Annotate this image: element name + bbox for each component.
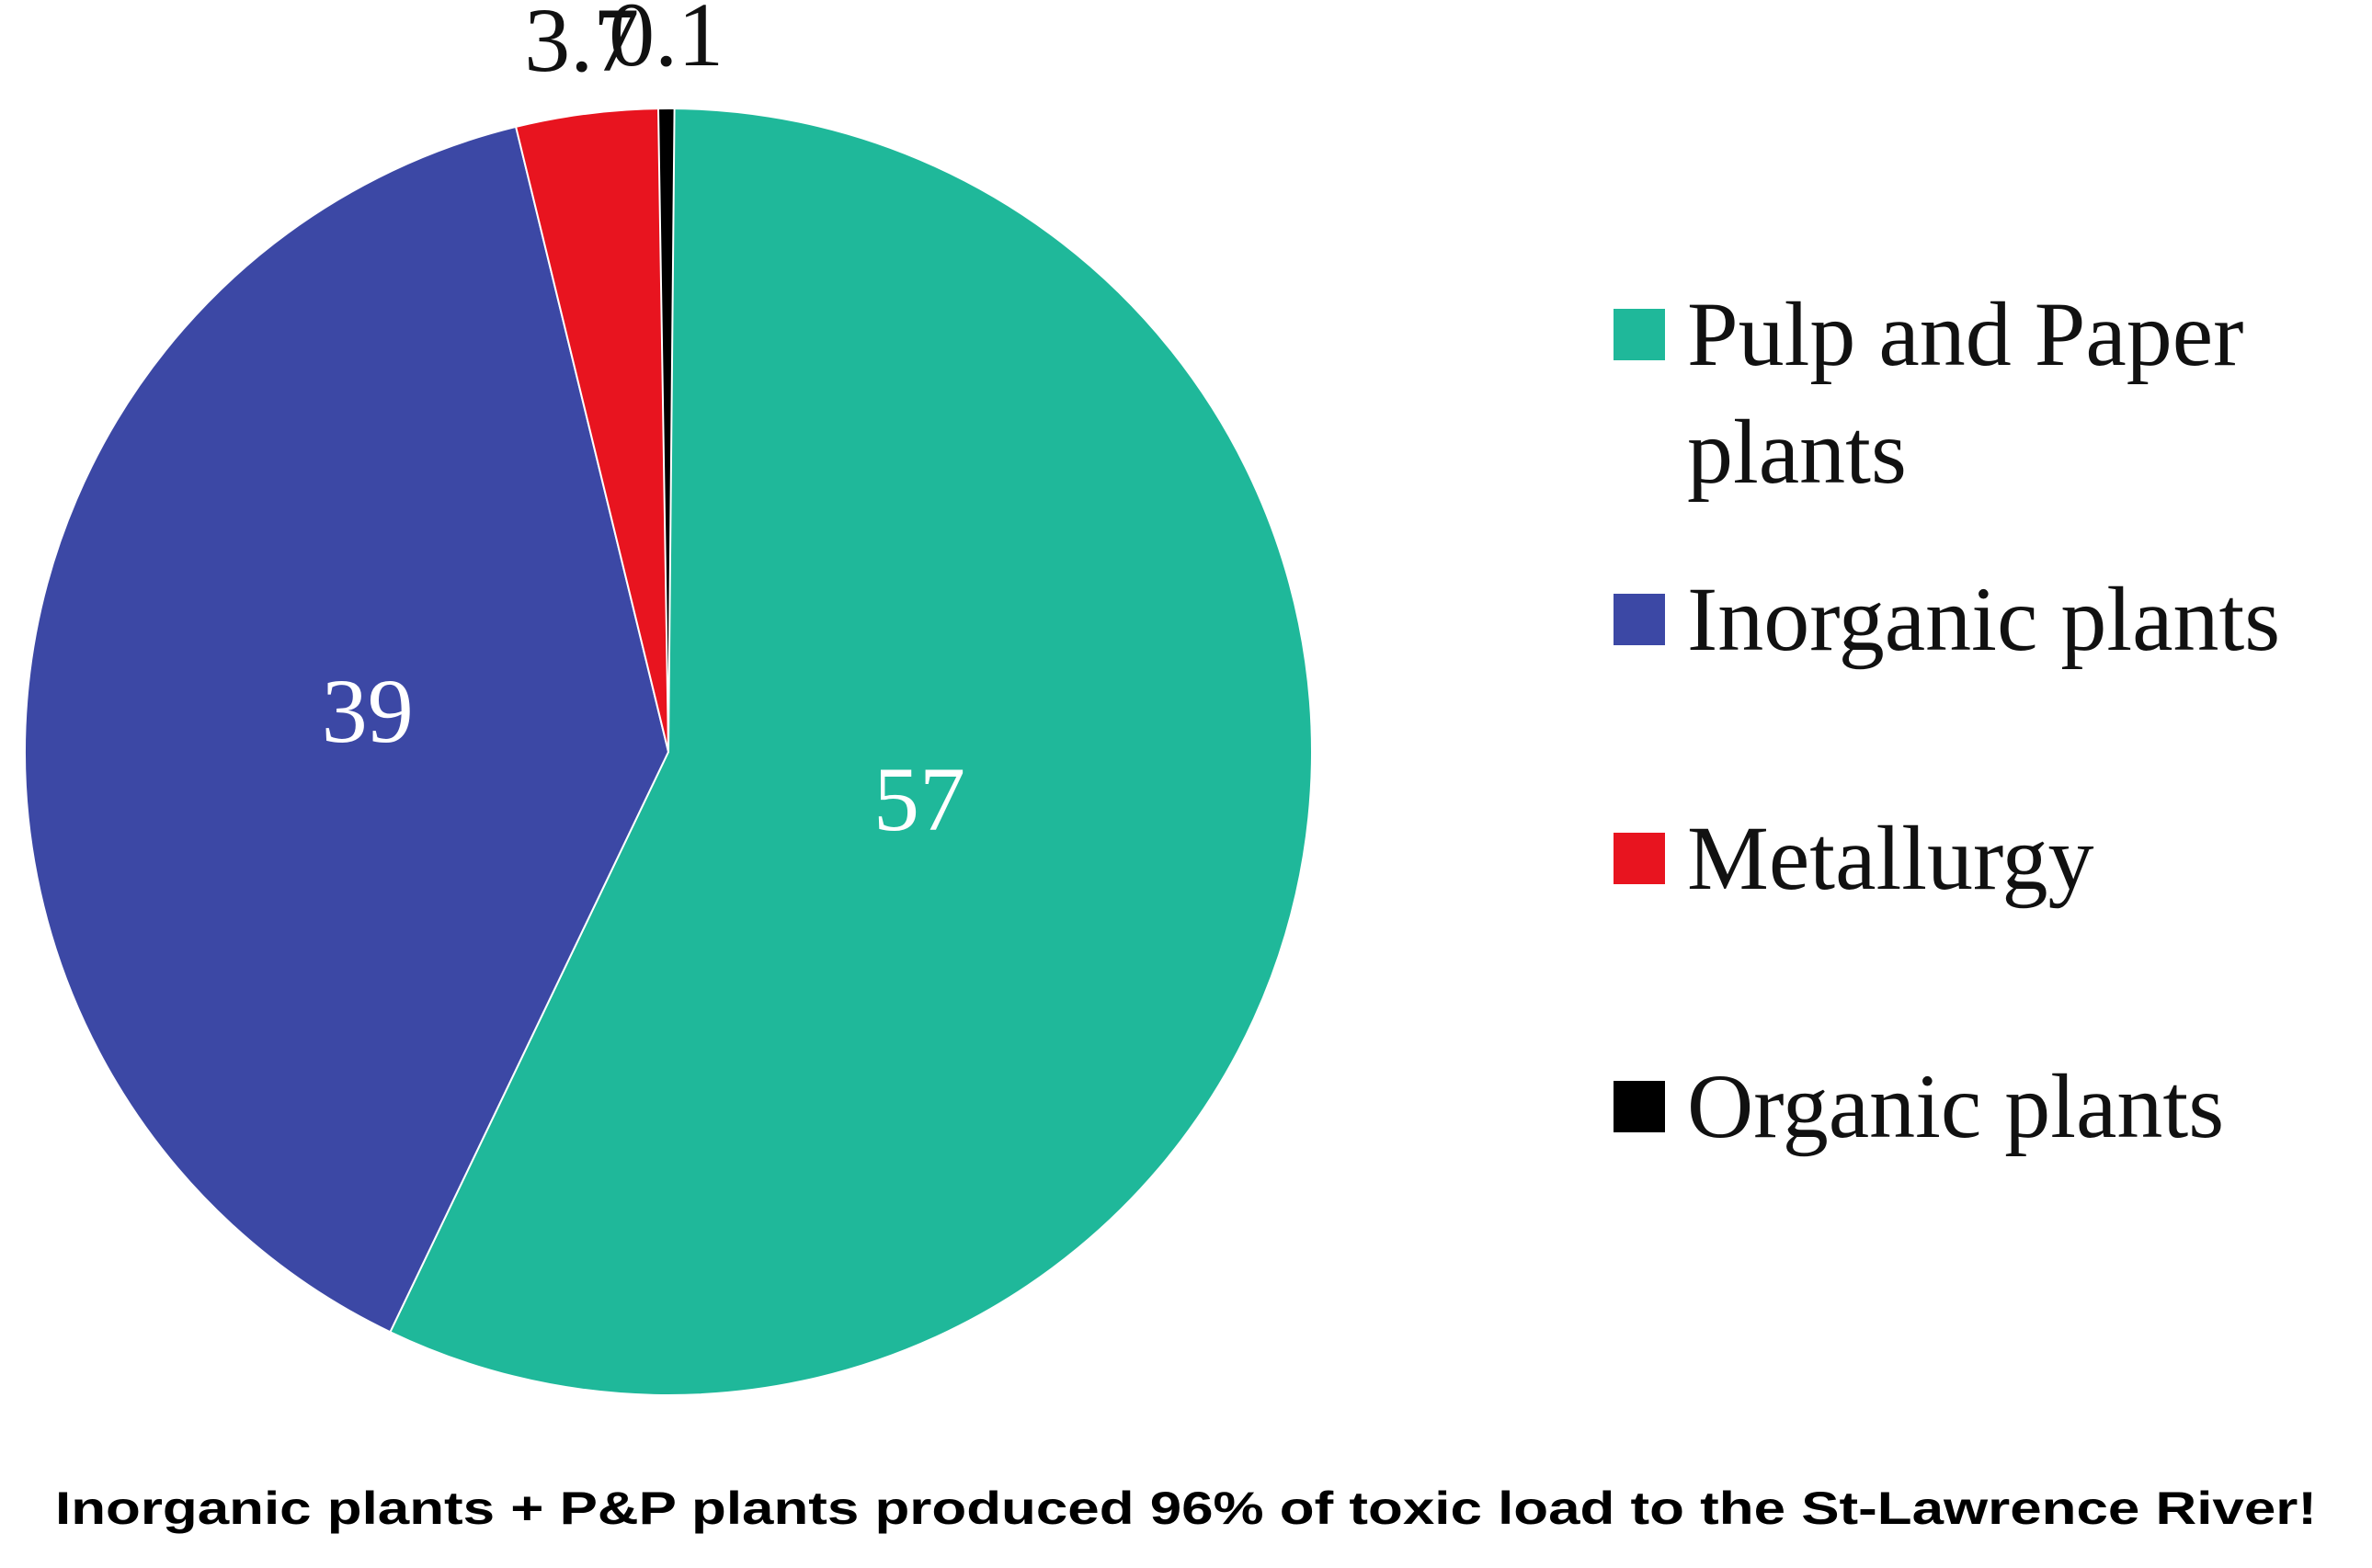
data-label: 39 [322, 660, 414, 762]
legend-swatch [1614, 594, 1665, 645]
pie-slice [24, 125, 670, 1334]
legend-label: Inorganic plants [1687, 568, 2281, 670]
legend-swatch [1614, 833, 1665, 884]
legend-label: Metallurgy [1687, 807, 2094, 909]
legend-swatch [1614, 309, 1665, 360]
legend-label: Pulp and Paper plants [1687, 283, 2244, 503]
legend-label: Organic plants [1687, 1055, 2225, 1157]
pie-slice [389, 107, 1314, 1396]
data-label: 3.7 [524, 0, 639, 91]
data-label: 0.1 [609, 0, 724, 85]
data-label: 57 [873, 748, 965, 850]
pie-slice [656, 108, 676, 753]
legend-swatch [1614, 1081, 1665, 1132]
caption: Inorganic plants + P&P plants produced 9… [55, 1483, 2317, 1534]
